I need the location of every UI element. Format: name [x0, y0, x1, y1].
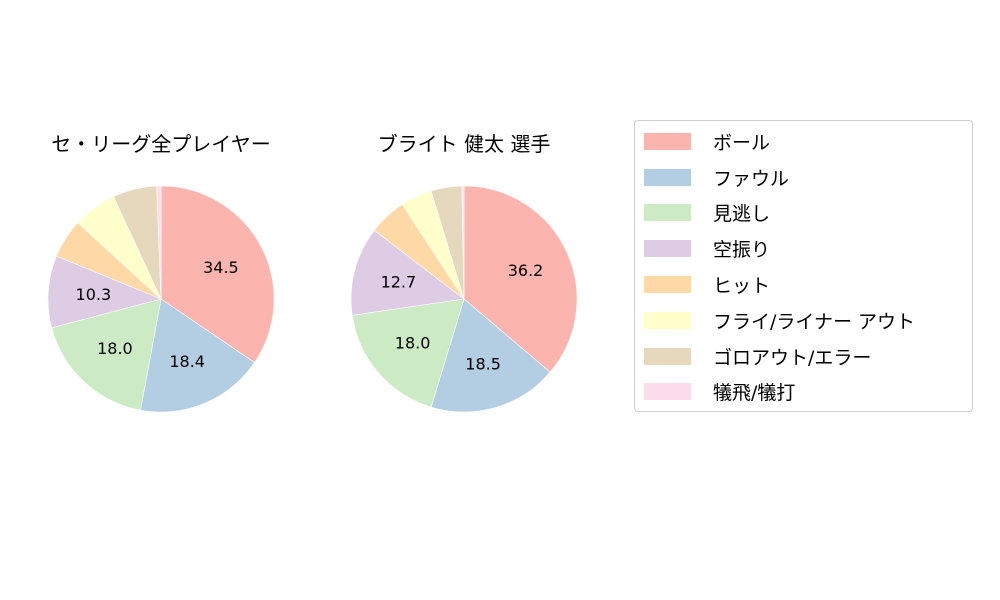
legend-swatch [644, 347, 691, 365]
legend-label: ボール [713, 131, 771, 154]
legend-item-swinging-strike: 空振り [644, 236, 771, 261]
legend-label: 犠飛/犠打 [713, 381, 796, 404]
slice-value-label: 18.0 [97, 339, 133, 358]
legend-item-called-strike: 見逃し [644, 200, 771, 225]
slice-value-label: 10.3 [76, 285, 112, 304]
pie-slice [430, 298, 551, 413]
legend-item-ball: ボール [644, 129, 771, 154]
pie-slice [156, 185, 162, 300]
pie-slice [461, 185, 465, 300]
legend-item-hit: ヒット [644, 272, 771, 297]
slice-value-label: 36.2 [508, 261, 544, 280]
slice-value-label: 12.7 [381, 272, 417, 291]
pie-slice [351, 298, 465, 408]
legend-swatch [644, 132, 691, 150]
legend-swatch [644, 168, 691, 186]
slice-value-label: 18.5 [465, 355, 501, 374]
pie-chart-player: 36.2 18.5 18.0 12.7 [350, 185, 578, 413]
legend-swatch [644, 239, 691, 257]
legend: ボール ファウル 見逃し 空振り ヒット フライ/ライナー アウト ゴロアウト/… [634, 120, 973, 412]
legend-item-ground-out: ゴロアウト/エラー [644, 344, 872, 369]
pie-chart-league: 34.5 18.4 18.0 10.3 [47, 185, 275, 413]
legend-label: フライ/ライナー アウト [713, 310, 916, 333]
pie-slice [160, 185, 275, 363]
legend-swatch [644, 382, 691, 400]
slice-value-label: 18.4 [169, 352, 205, 371]
legend-label: ゴロアウト/エラー [713, 346, 872, 369]
pie-slice [463, 185, 578, 373]
pie-slice [47, 255, 162, 329]
slice-value-label: 34.5 [203, 258, 239, 277]
legend-swatch [644, 203, 691, 221]
legend-item-fly-out: フライ/ライナー アウト [644, 308, 916, 333]
legend-swatch [644, 311, 691, 329]
slice-value-label: 18.0 [395, 334, 431, 353]
legend-item-foul: ファウル [644, 165, 790, 190]
right-chart-title: ブライト 健太 選手 [377, 132, 551, 156]
legend-label: 見逃し [713, 202, 771, 225]
legend-label: ヒット [713, 274, 771, 297]
pie-slice [350, 229, 465, 316]
left-chart-title: セ・リーグ全プレイヤー [51, 132, 271, 156]
legend-label: 空振り [713, 238, 771, 261]
legend-label: ファウル [713, 167, 790, 190]
pie-slice [140, 298, 255, 413]
pie-slice [51, 298, 162, 411]
legend-item-sacrifice: 犠飛/犠打 [644, 379, 796, 404]
legend-swatch [644, 275, 691, 293]
